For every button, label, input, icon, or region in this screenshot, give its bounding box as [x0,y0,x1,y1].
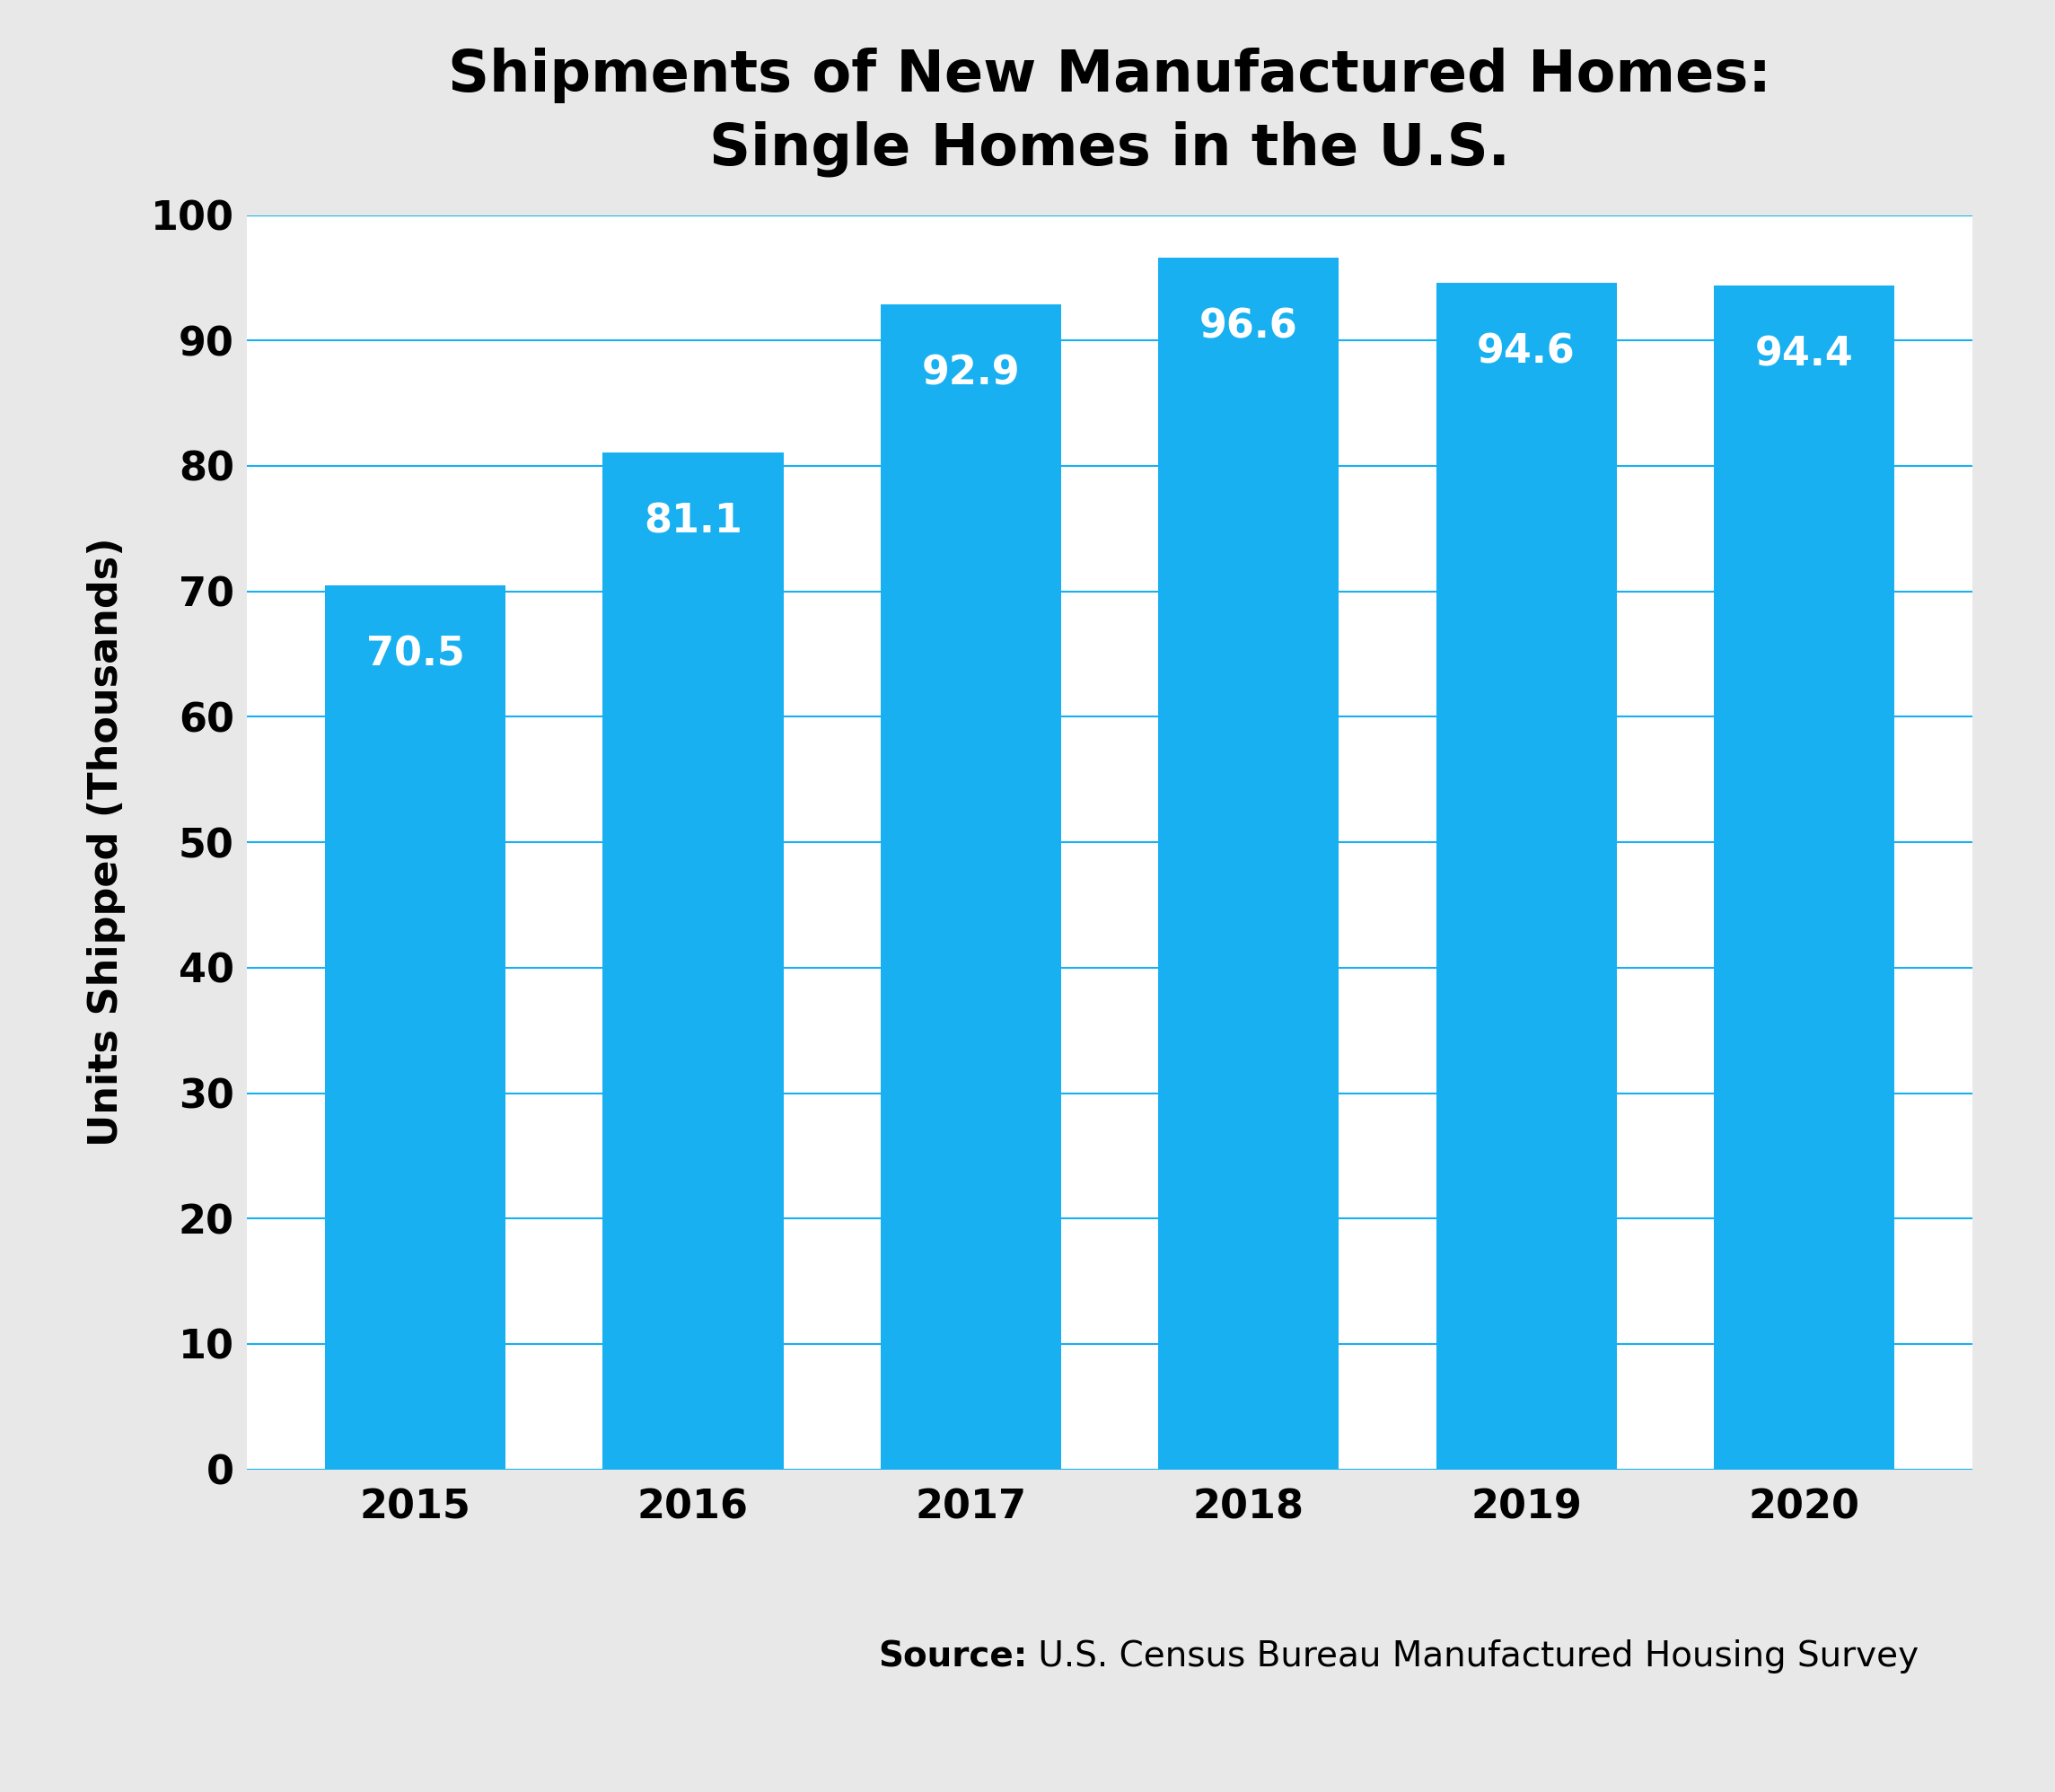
Bar [1159,258,1340,1469]
Title: Shipments of New Manufactured Homes:
Single Homes in the U.S.: Shipments of New Manufactured Homes: Sin… [448,48,1771,177]
Bar [880,305,1060,1469]
Bar [325,584,506,1469]
Text: 94.6: 94.6 [1478,333,1576,371]
Text: U.S. Census Bureau Manufactured Housing Survey: U.S. Census Bureau Manufactured Housing … [1028,1640,1919,1674]
Y-axis label: Units Shipped (Thousands): Units Shipped (Thousands) [86,538,125,1147]
Text: 96.6: 96.6 [1200,308,1299,346]
Text: 70.5: 70.5 [366,636,464,674]
Bar [1714,285,1895,1469]
Bar [1436,283,1617,1469]
Text: 92.9: 92.9 [921,355,1019,392]
Text: 81.1: 81.1 [643,502,742,541]
Text: 94.4: 94.4 [1755,335,1854,375]
Text: Source:: Source: [877,1640,1028,1674]
Bar [602,452,783,1469]
